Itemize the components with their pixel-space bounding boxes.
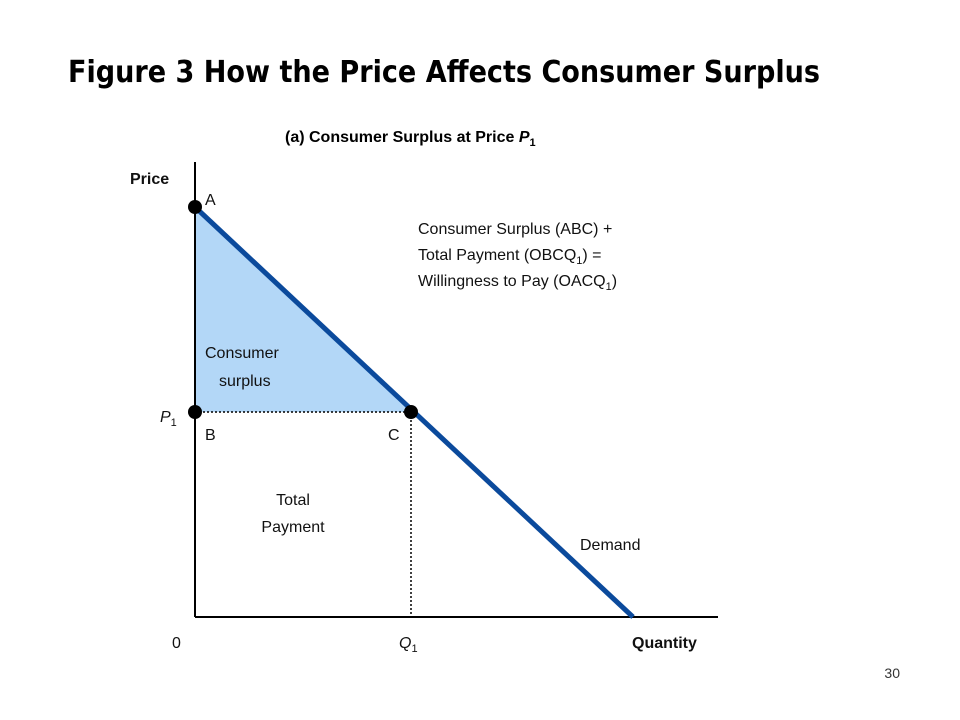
subtitle-symbol: P	[519, 129, 530, 146]
annotation-sub: 1	[576, 255, 582, 267]
p1-sub: 1	[171, 417, 177, 429]
q1-symbol: Q	[399, 635, 411, 652]
annotation-line: Total Payment (OBCQ1) =	[418, 247, 602, 267]
q1-label: Q1	[399, 635, 418, 655]
region-label: Payment	[261, 519, 325, 536]
annotation-text: Willingness to Pay (OACQ	[418, 273, 606, 290]
page-number: 30	[884, 665, 900, 681]
p1-symbol: P	[160, 409, 171, 426]
title: Figure 3 How the Price Affects Consumer …	[68, 55, 820, 90]
p1-label: P1	[160, 409, 177, 429]
y-axis-label: Price	[130, 171, 169, 188]
label-a: A	[205, 192, 216, 209]
origin-label: 0	[172, 635, 181, 652]
point-b	[188, 405, 202, 419]
region-label: surplus	[219, 373, 271, 390]
annotation-line: Consumer Surplus (ABC) +	[418, 221, 612, 238]
annotation-line: Willingness to Pay (OACQ1)	[418, 273, 617, 293]
annotation-tail: ) =	[582, 247, 601, 264]
annotation-text: Total Payment (OBCQ	[418, 247, 576, 264]
annotation-tail: )	[612, 273, 617, 290]
subtitle-text: (a) Consumer Surplus at Price	[285, 129, 519, 146]
q1-sub: 1	[411, 643, 417, 655]
point-a	[188, 200, 202, 214]
subtitle-sub: 1	[530, 137, 536, 149]
point-c	[404, 405, 418, 419]
subtitle: (a) Consumer Surplus at Price P1	[285, 129, 536, 149]
region-label: Total	[276, 492, 310, 509]
annotation-sub: 1	[606, 281, 612, 293]
curve-label: Demand	[580, 537, 640, 554]
x-axis-label: Quantity	[632, 635, 697, 652]
region-label: Consumer	[205, 345, 279, 362]
label-c: C	[388, 427, 400, 444]
label-b: B	[205, 427, 216, 444]
